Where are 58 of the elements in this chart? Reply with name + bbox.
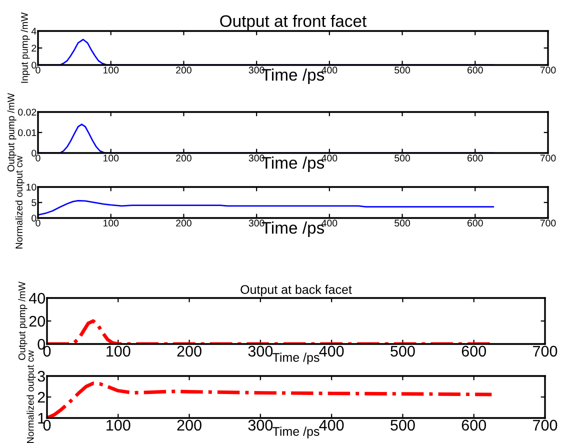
x-tick-label: 200 (176, 220, 192, 227)
x-tick-label: 600 (468, 220, 483, 227)
x-tick-label: 100 (106, 420, 130, 431)
y-tick-label: 0.01 (18, 129, 36, 136)
x-tick-label: 400 (322, 66, 338, 74)
y-tick-label: 10 (26, 184, 36, 191)
x-tick-label: 700 (540, 220, 556, 227)
chart-title: Output at front facet (220, 14, 367, 30)
y-axis-title: Normalized output cw (26, 350, 36, 443)
x-tick-label: 200 (177, 420, 202, 431)
y-tick-label: 2 (38, 392, 45, 403)
x-tick-label: 200 (176, 154, 192, 162)
y-tick-label: 0.02 (18, 108, 36, 116)
x-tick-label: 600 (462, 346, 486, 357)
x-tick-label: 600 (468, 66, 483, 74)
x-tick-label: 600 (462, 420, 486, 431)
x-tick-label: 400 (319, 346, 344, 357)
x-tick-label: 100 (103, 220, 119, 227)
line-series (38, 200, 494, 216)
x-tick-label: 500 (390, 346, 415, 357)
y-axis-title: Output pump /mW (7, 93, 16, 172)
y-tick-label: 0 (32, 62, 36, 69)
y-axis-title: Normalized output cw (15, 156, 24, 248)
x-tick-label: 100 (103, 154, 119, 162)
x-tick-label: 300 (248, 346, 273, 357)
x-tick-label: 400 (322, 220, 338, 227)
x-tick-label: 700 (533, 420, 558, 431)
y-tick-label: 0 (32, 214, 36, 222)
x-tick-label: 200 (177, 346, 202, 357)
y-tick-label: 0 (38, 338, 46, 350)
x-tick-label: 400 (322, 154, 338, 162)
x-tick-label: 600 (468, 154, 483, 162)
x-tick-label: 200 (176, 66, 192, 74)
x-tick-label: 500 (394, 154, 410, 162)
y-tick-label: 1 (38, 413, 45, 424)
y-tick-label: 4 (31, 28, 36, 35)
y-tick-label: 40 (28, 292, 46, 304)
x-tick-label: 500 (394, 66, 410, 74)
x-axis-title: Time /ps (272, 352, 320, 364)
x-tick-label: 500 (394, 220, 410, 227)
y-axis-title: Input pump /mW (20, 12, 30, 83)
y-tick-label: 20 (29, 316, 46, 327)
chart-title: Output at back facet (240, 284, 352, 296)
x-tick-label: 400 (319, 420, 344, 431)
x-tick-label: 500 (390, 420, 415, 431)
y-axis-title: Output pump /mW (18, 282, 28, 360)
y-tick-label: 2 (32, 44, 36, 52)
x-tick-label: 700 (533, 346, 558, 357)
y-tick-label: 5 (32, 199, 36, 206)
line-series (47, 382, 494, 418)
x-axis-title: Time /ps (272, 426, 320, 438)
x-tick-label: 100 (103, 66, 119, 74)
x-tick-label: 300 (248, 420, 273, 431)
y-tick-label: 3 (38, 370, 45, 382)
x-tick-label: 700 (540, 154, 556, 162)
y-tick-label: 0 (32, 150, 36, 157)
x-tick-label: 700 (540, 66, 556, 74)
x-tick-label: 100 (106, 346, 130, 357)
